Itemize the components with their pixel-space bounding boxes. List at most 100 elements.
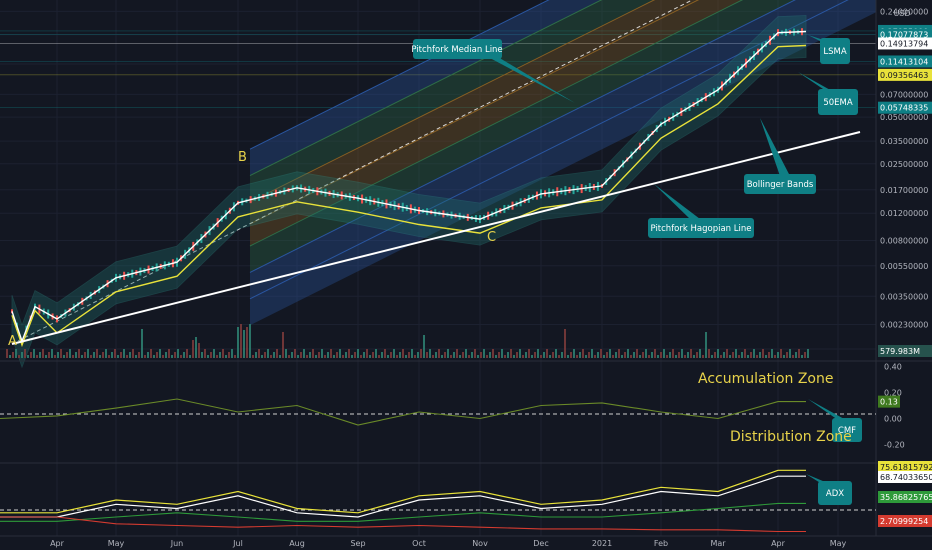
volume-bar — [729, 355, 731, 358]
volume-bar — [99, 355, 101, 358]
callout-pitchfork-median[interactable]: Pitchfork Median Line — [411, 39, 575, 103]
volume-bar — [627, 349, 629, 358]
volume-bar — [480, 352, 482, 358]
volume-bar — [33, 349, 35, 358]
volume-bar — [756, 355, 758, 358]
volume-bar — [315, 355, 317, 358]
volume-bar — [534, 352, 536, 358]
cmf-axis[interactable]: 0.40 0.20 0.00 -0.20 — [884, 363, 905, 450]
callout-cmf[interactable]: CMF — [808, 399, 862, 442]
price-badge: 0.05748335 — [878, 101, 932, 114]
volume-badge-text: 579.983M — [880, 347, 920, 356]
volume-bar — [228, 352, 230, 358]
volume-bar — [549, 355, 551, 358]
volume-bar — [558, 355, 560, 358]
di-minus-line — [0, 516, 806, 533]
volume-bar — [396, 355, 398, 358]
volume-bar — [87, 349, 89, 358]
price-tick-label: 0.01200000 — [880, 209, 928, 218]
volume-bar — [360, 355, 362, 358]
volume-bar — [384, 349, 386, 358]
volume-bar — [144, 355, 146, 358]
volume-bar — [420, 349, 422, 358]
callout-pitchfork-hagopian[interactable]: Pitchfork Hagopian Line — [648, 184, 754, 238]
volume-bar — [342, 355, 344, 358]
price-tick-label: 0.05000000 — [880, 113, 928, 122]
volume-bar — [441, 355, 443, 358]
volume-bar — [603, 355, 605, 358]
volume-bar — [219, 352, 221, 358]
volume-bar — [126, 355, 128, 358]
price-tick-label: 0.03500000 — [880, 137, 928, 146]
price-badge-text: 0.11413104 — [880, 57, 928, 66]
volume-bar — [27, 355, 29, 358]
time-axis[interactable]: Apr May Jun Jul Aug Sep Oct Nov Dec 2021 Feb Mar Apr… — [50, 539, 846, 548]
volume-bar — [435, 352, 437, 358]
adx-badge: 75.61815792 — [878, 461, 932, 473]
volume-bar — [489, 352, 491, 358]
volume-bar — [660, 352, 662, 358]
pitchfork — [11, 0, 876, 345]
callout-50ema[interactable]: 50EMA — [798, 72, 858, 115]
volume-bar — [300, 352, 302, 358]
volume-bar — [780, 349, 782, 358]
volume-bar — [582, 349, 584, 358]
volume-bar — [717, 349, 719, 358]
volume-bar — [195, 337, 197, 358]
callout-bollinger[interactable]: Bollinger Bands — [744, 118, 816, 194]
volume-bar — [741, 352, 743, 358]
volume-bar — [726, 349, 728, 358]
time-tick-label: Apr — [771, 539, 786, 548]
volume-bar — [381, 352, 383, 358]
volume-bar — [663, 349, 665, 358]
callout-pitchfork-hagopian-text: Pitchfork Hagopian Line — [651, 224, 752, 234]
price-tick-label: 0.00550000 — [880, 262, 928, 271]
volume-bar — [51, 349, 53, 358]
volume-bar — [333, 355, 335, 358]
volume-bar — [804, 352, 806, 358]
volume-bar — [720, 355, 722, 358]
callout-pitchfork-median-text: Pitchfork Median Line — [411, 45, 502, 55]
volume-bar — [72, 355, 74, 358]
volume-bar — [336, 352, 338, 358]
cmf-badge-text: 0.13 — [880, 398, 898, 407]
volume-bar — [222, 349, 224, 358]
price-badge-text: 0.09356463 — [880, 71, 928, 80]
volume-bar — [348, 349, 350, 358]
volume-bar — [648, 355, 650, 358]
volume-bar — [600, 349, 602, 358]
price-tick-label: 0.00350000 — [880, 292, 928, 301]
volume-bar — [711, 355, 713, 358]
volume-bar — [231, 349, 233, 358]
time-tick-label: Nov — [472, 539, 488, 548]
volume-bar — [639, 355, 641, 358]
time-tick-label: Jun — [170, 539, 184, 548]
volume-bar — [621, 355, 623, 358]
volume-bar — [297, 355, 299, 358]
volume-bar — [153, 355, 155, 358]
volume-bar — [609, 349, 611, 358]
volume-bar — [123, 349, 125, 358]
volume-bar — [183, 352, 185, 358]
volume-bar — [303, 349, 305, 358]
volume-bar — [759, 352, 761, 358]
adx-badge-text: 75.61815792 — [880, 463, 932, 472]
callout-lsma[interactable]: LSMA — [808, 35, 850, 64]
volume-bar — [405, 355, 407, 358]
hagopian-line — [11, 131, 861, 345]
volume-bar — [504, 355, 506, 358]
volume-bar — [702, 355, 704, 358]
volume-bar — [546, 349, 548, 358]
volume-bar — [666, 355, 668, 358]
callout-adx[interactable]: ADX — [806, 474, 852, 505]
volume-bar — [24, 349, 26, 358]
volume-bar — [606, 352, 608, 358]
volume-bar — [279, 355, 281, 358]
volume-bar — [237, 327, 239, 358]
volume-bar — [693, 355, 695, 358]
volume-bar — [618, 349, 620, 358]
volume-bar — [129, 352, 131, 358]
volume-bar — [132, 349, 134, 358]
volume-bar — [690, 349, 692, 358]
